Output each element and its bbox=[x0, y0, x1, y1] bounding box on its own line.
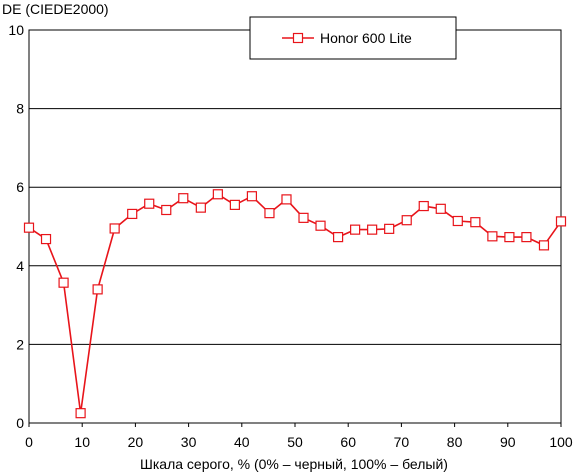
data-point bbox=[246, 191, 258, 202]
x-tick-label: 10 bbox=[74, 434, 90, 450]
data-point bbox=[418, 200, 429, 212]
data-point bbox=[435, 203, 446, 214]
y-tick-label: 10 bbox=[8, 22, 24, 38]
x-tick-label: 40 bbox=[234, 434, 250, 450]
data-point bbox=[40, 233, 52, 245]
x-axis-ticks: 0 10 20 30 40 50 60 70 80 90 100 bbox=[25, 423, 573, 450]
legend-label: Honor 600 Lite bbox=[320, 30, 412, 46]
x-axis-title: Шкала серого, % (0% – черный, 100% – бел… bbox=[140, 456, 448, 472]
data-point bbox=[487, 231, 498, 242]
x-tick-label: 90 bbox=[500, 434, 516, 450]
data-point bbox=[92, 284, 103, 295]
y-tick-label: 8 bbox=[16, 101, 24, 117]
legend-marker-swatch bbox=[292, 32, 304, 44]
data-point bbox=[161, 204, 172, 216]
series-layer bbox=[23, 189, 567, 419]
y-tick-label: 2 bbox=[16, 336, 24, 352]
data-point bbox=[281, 194, 292, 205]
series-line bbox=[28, 193, 562, 415]
data-point bbox=[75, 408, 86, 419]
data-point bbox=[504, 232, 515, 243]
x-tick-label: 70 bbox=[394, 434, 410, 450]
grid-lines bbox=[29, 108, 561, 345]
data-point bbox=[350, 224, 361, 235]
data-point bbox=[521, 232, 532, 243]
data-point bbox=[452, 215, 463, 227]
y-tick-label: 4 bbox=[16, 258, 24, 274]
x-tick-label: 60 bbox=[340, 434, 356, 450]
x-tick-label: 100 bbox=[549, 434, 573, 450]
data-point bbox=[555, 216, 567, 227]
data-point bbox=[58, 277, 69, 288]
data-point bbox=[178, 193, 189, 204]
x-tick-label: 0 bbox=[25, 434, 33, 450]
x-tick-label: 20 bbox=[128, 434, 144, 450]
y-tick-label: 6 bbox=[16, 179, 24, 195]
x-tick-label: 50 bbox=[287, 434, 303, 450]
data-point bbox=[264, 208, 275, 219]
data-point bbox=[298, 212, 309, 223]
y-axis-title: DE (CIEDE2000) bbox=[2, 1, 109, 17]
data-point bbox=[470, 217, 481, 228]
data-point bbox=[212, 189, 223, 200]
data-point bbox=[23, 222, 35, 233]
data-point bbox=[538, 240, 550, 251]
data-point bbox=[127, 208, 138, 220]
data-point bbox=[229, 199, 240, 210]
data-point bbox=[109, 223, 120, 234]
legend: Honor 600 Lite bbox=[249, 16, 457, 60]
y-tick-label: 0 bbox=[16, 415, 24, 431]
y-axis-ticks: 0 2 4 6 8 10 bbox=[8, 22, 24, 431]
data-point bbox=[401, 215, 412, 226]
data-point bbox=[195, 202, 206, 213]
x-tick-label: 80 bbox=[447, 434, 463, 450]
x-tick-label: 30 bbox=[181, 434, 197, 450]
data-point bbox=[315, 220, 326, 231]
data-point bbox=[144, 198, 155, 209]
data-point bbox=[384, 223, 395, 234]
data-point bbox=[332, 232, 344, 243]
data-point bbox=[367, 224, 378, 235]
